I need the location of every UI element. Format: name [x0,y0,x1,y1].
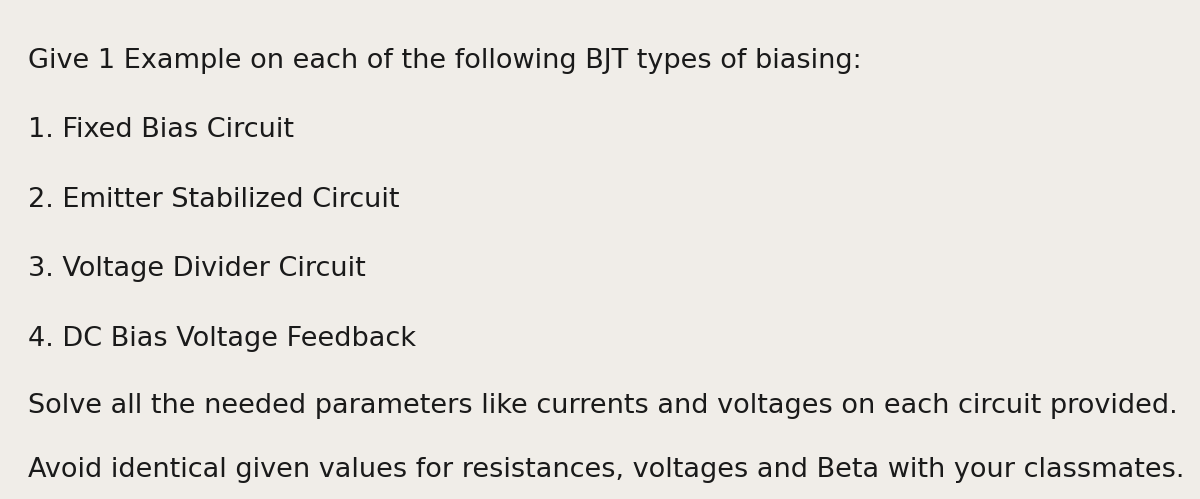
Text: Avoid identical given values for resistances, voltages and Beta with your classm: Avoid identical given values for resista… [28,457,1184,484]
Text: Solve all the needed parameters like currents and voltages on each circuit provi: Solve all the needed parameters like cur… [28,393,1177,419]
Text: 1. Fixed Bias Circuit: 1. Fixed Bias Circuit [28,117,294,143]
Text: Give 1 Example on each of the following BJT types of biasing:: Give 1 Example on each of the following … [28,48,862,74]
Text: 2. Emitter Stabilized Circuit: 2. Emitter Stabilized Circuit [28,187,400,213]
Text: 4. DC Bias Voltage Feedback: 4. DC Bias Voltage Feedback [28,326,416,352]
Text: 3. Voltage Divider Circuit: 3. Voltage Divider Circuit [28,256,366,282]
